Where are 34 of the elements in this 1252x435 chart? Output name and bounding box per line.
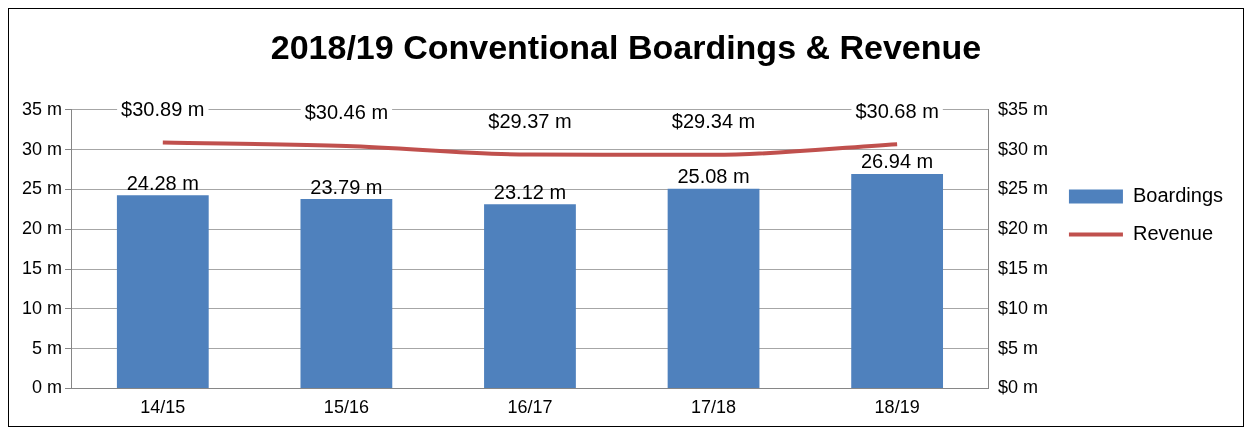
- chart-title: 2018/19 Conventional Boardings & Revenue: [270, 27, 982, 66]
- y2-tick-label: $5 m: [997, 337, 1038, 358]
- y-tick-label: 20 m: [21, 218, 63, 239]
- x-tick-label: 17/18: [691, 397, 737, 418]
- data-label: 25.08 m: [677, 165, 750, 188]
- y2-tick-label: $0 m: [997, 377, 1038, 398]
- data-label: 26.94 m: [860, 150, 934, 173]
- data-label: $29.37 m: [488, 110, 572, 133]
- legend-label: Revenue: [1132, 222, 1213, 245]
- y-tick-label: 30 m: [21, 138, 63, 159]
- y-tick-label: 10 m: [21, 297, 63, 318]
- data-label: $29.34 m: [671, 110, 756, 133]
- data-label: $30.89 m: [121, 98, 205, 121]
- y2-tick-label: $25 m: [997, 178, 1048, 199]
- y2-tick-label: $10 m: [997, 297, 1048, 318]
- data-label: $30.46 m: [304, 101, 389, 124]
- x-tick-label: 16/17: [507, 397, 553, 418]
- data-label: 24.28 m: [126, 171, 199, 194]
- y2-tick-label: $30 m: [997, 138, 1048, 159]
- y-tick-label: 5 m: [32, 337, 63, 358]
- y2-tick-label: $15 m: [997, 257, 1048, 278]
- y-tick-label: 35 m: [21, 98, 63, 119]
- y-tick-label: 15 m: [21, 257, 63, 278]
- y2-tick-label: $35 m: [997, 98, 1048, 119]
- data-label: $30.68 m: [855, 99, 939, 122]
- y-tick-label: 0 m: [32, 377, 63, 398]
- y-tick-label: 25 m: [21, 178, 63, 199]
- legend-label: Boardings: [1132, 184, 1223, 207]
- x-tick-label: 15/16: [323, 397, 369, 418]
- data-label: 23.12 m: [493, 180, 567, 203]
- x-tick-label: 14/15: [140, 397, 186, 418]
- y2-tick-label: $20 m: [997, 218, 1048, 239]
- data-label: 23.79 m: [310, 175, 383, 198]
- x-tick-label: 18/19: [874, 397, 920, 418]
